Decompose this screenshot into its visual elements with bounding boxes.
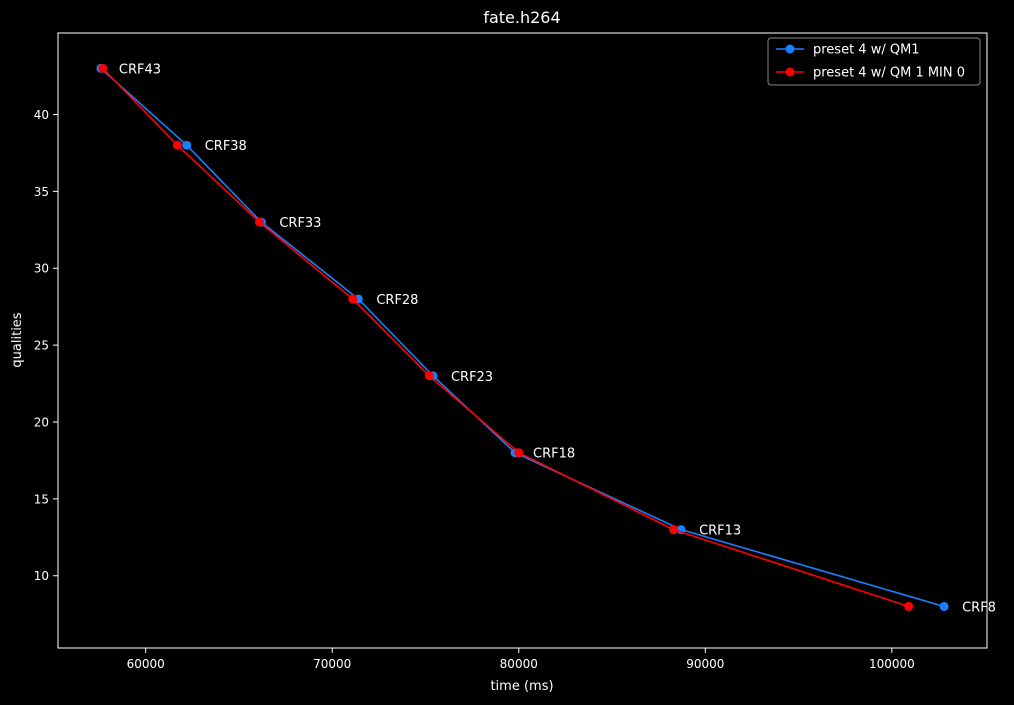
data-point xyxy=(939,601,949,611)
data-point xyxy=(254,217,264,227)
x-tick-label: 80000 xyxy=(500,657,538,671)
y-tick-label: 35 xyxy=(34,185,49,199)
legend-label-0: preset 4 w/ QM1 xyxy=(813,43,920,58)
x-tick-label: 70000 xyxy=(313,657,351,671)
point-annotation: CRF8 xyxy=(962,600,996,615)
series-line-1 xyxy=(102,67,909,608)
legend: preset 4 w/ QM1 preset 4 w/ QM 1 MIN 0 xyxy=(767,37,981,86)
point-annotation: CRF38 xyxy=(205,139,247,154)
x-tick-label: 60000 xyxy=(127,657,165,671)
x-tick-label: 90000 xyxy=(686,657,724,671)
point-annotation: CRF43 xyxy=(119,62,161,77)
legend-box xyxy=(767,37,981,86)
y-axis-label: qualities xyxy=(10,312,25,367)
y-tick-label: 30 xyxy=(34,262,49,276)
chart-title: fate.h264 xyxy=(483,8,560,27)
x-tick-label: 100000 xyxy=(869,657,915,671)
y-tick-label: 20 xyxy=(34,415,49,429)
legend-marker-0 xyxy=(785,44,795,54)
data-point xyxy=(669,525,679,535)
y-tick-label: 40 xyxy=(34,108,49,122)
data-point xyxy=(904,601,914,611)
plot-layer: CRF43 CRF38 CRF33 CRF28 CRF23 CRF18 CRF13 CRF8 xyxy=(96,62,996,615)
series-line-0 xyxy=(100,67,945,608)
data-point xyxy=(182,140,192,150)
point-annotation: CRF13 xyxy=(699,524,741,539)
y-tick-label: 15 xyxy=(34,492,49,506)
data-point xyxy=(98,63,108,73)
point-annotation: CRF28 xyxy=(376,293,418,308)
y-tick-label: 25 xyxy=(34,339,49,353)
point-annotation: CRF23 xyxy=(451,370,493,385)
point-annotation: CRF18 xyxy=(533,447,575,462)
x-axis-label: time (ms) xyxy=(490,679,553,694)
point-annotation: CRF33 xyxy=(279,216,321,231)
data-point xyxy=(424,371,434,381)
legend-label-1: preset 4 w/ QM 1 MIN 0 xyxy=(813,66,965,81)
data-point xyxy=(172,140,182,150)
plot-frame xyxy=(57,32,988,649)
axis-layer: 60000 70000 80000 90000 100000 10 15 20 25 30 35 40 xyxy=(34,108,915,671)
data-point xyxy=(514,448,524,458)
y-tick-label: 10 xyxy=(34,569,49,583)
data-point xyxy=(348,294,358,304)
legend-marker-1 xyxy=(785,67,795,77)
